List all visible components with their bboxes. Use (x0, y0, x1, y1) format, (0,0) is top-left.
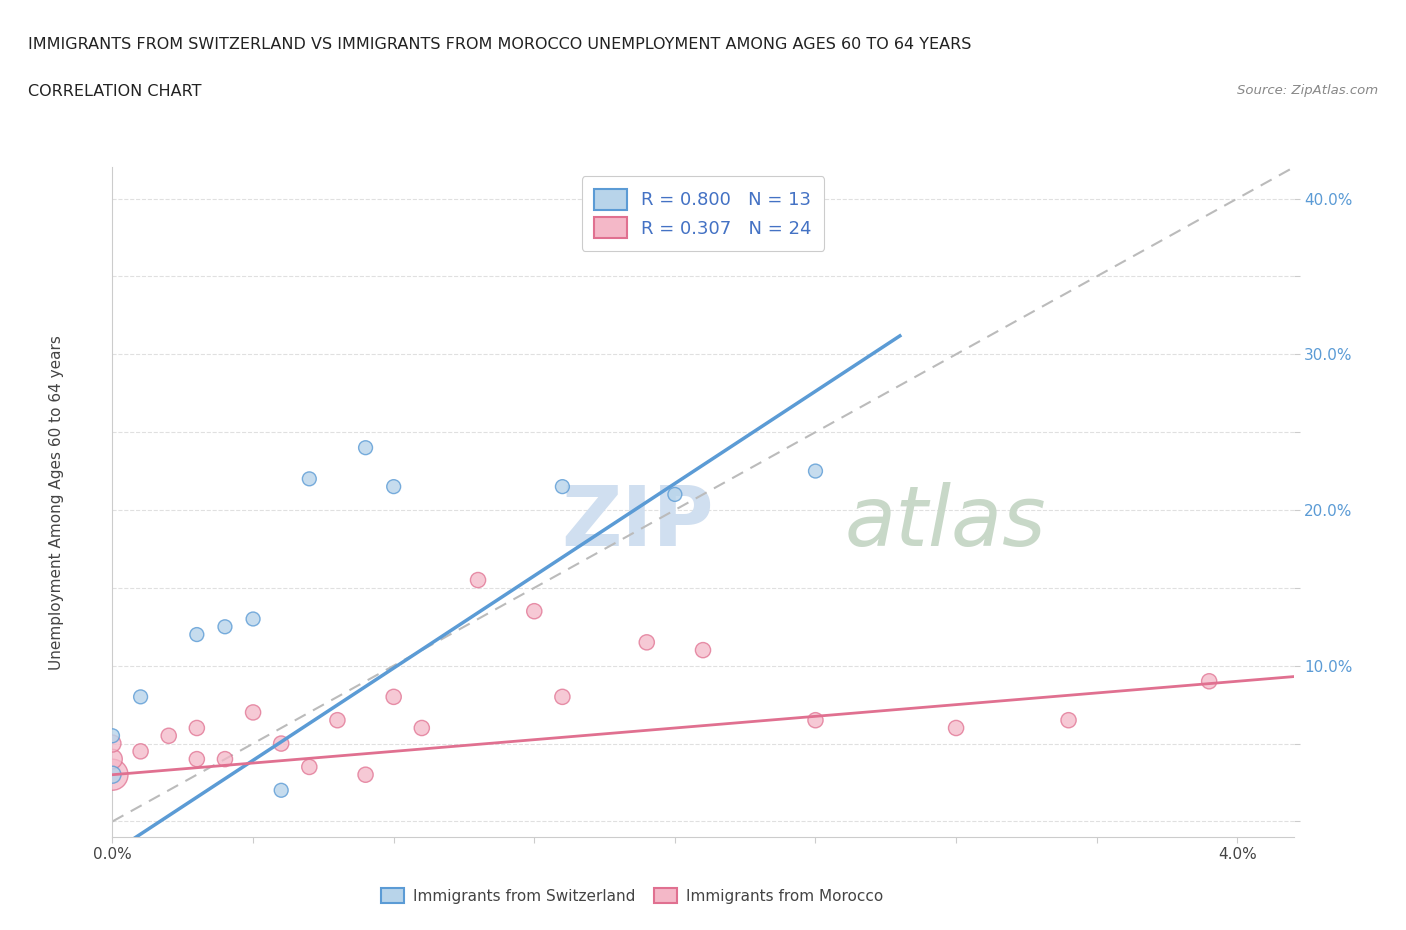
Point (692, 643, 714, 658)
Point (664, 487, 686, 502)
Point (1198, 674, 1220, 689)
Point (270, 783, 292, 798)
Point (804, 464, 827, 479)
Point (298, 760, 321, 775)
Point (214, 619, 236, 634)
Point (551, 479, 574, 494)
Point (326, 712, 349, 727)
Point (101, 751, 124, 766)
Point (101, 737, 124, 751)
Point (242, 705, 264, 720)
Point (945, 721, 967, 736)
Point (551, 689, 574, 704)
Point (242, 612, 264, 627)
Point (129, 689, 152, 704)
Point (411, 721, 433, 736)
Point (186, 751, 208, 766)
Point (382, 689, 405, 704)
Point (214, 751, 236, 766)
Point (186, 721, 208, 736)
Point (186, 627, 208, 642)
Text: IMMIGRANTS FROM SWITZERLAND VS IMMIGRANTS FROM MOROCCO UNEMPLOYMENT AMONG AGES 6: IMMIGRANTS FROM SWITZERLAND VS IMMIGRANT… (28, 37, 972, 52)
Point (270, 737, 292, 751)
Point (354, 440, 377, 455)
Legend: Immigrants from Switzerland, Immigrants from Morocco: Immigrants from Switzerland, Immigrants … (375, 882, 890, 910)
Point (523, 604, 546, 618)
Point (382, 479, 405, 494)
Point (101, 767, 124, 782)
Point (129, 744, 152, 759)
Point (101, 767, 124, 782)
Text: atlas: atlas (845, 482, 1046, 563)
Point (1057, 712, 1080, 727)
Text: ZIP: ZIP (561, 482, 714, 563)
Point (804, 712, 827, 727)
Y-axis label: Unemployment Among Ages 60 to 64 years: Unemployment Among Ages 60 to 64 years (49, 335, 63, 670)
Point (101, 728, 124, 743)
Point (636, 635, 658, 650)
Point (467, 573, 489, 588)
Point (157, 728, 180, 743)
Point (298, 472, 321, 486)
Text: CORRELATION CHART: CORRELATION CHART (28, 84, 201, 99)
Text: Source: ZipAtlas.com: Source: ZipAtlas.com (1237, 84, 1378, 97)
Point (354, 767, 377, 782)
